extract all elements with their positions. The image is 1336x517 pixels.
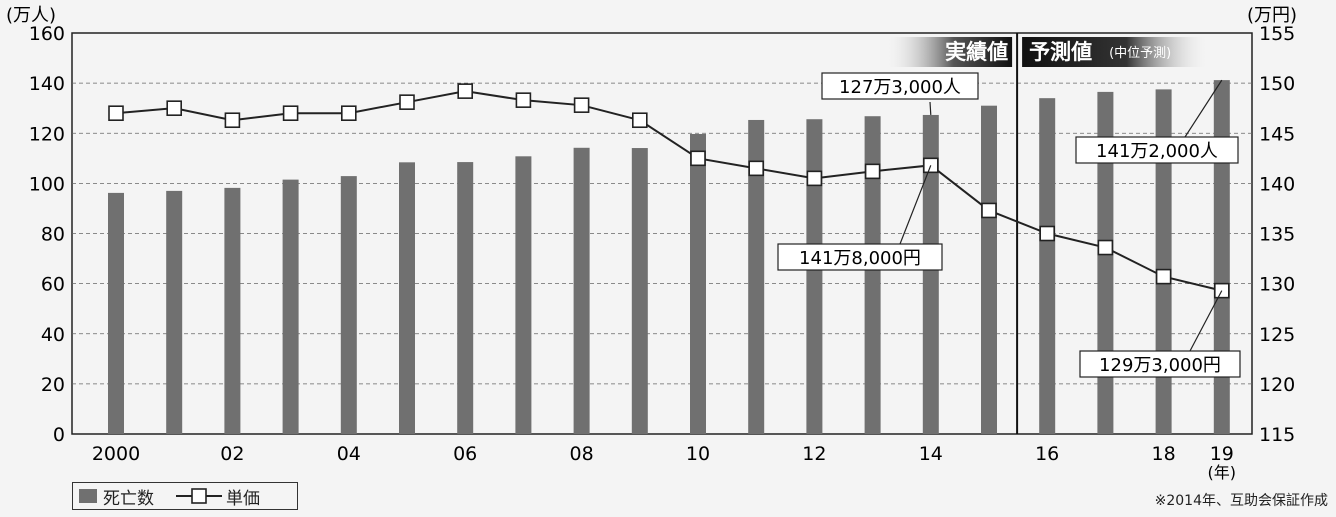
bar bbox=[690, 134, 706, 434]
line-marker bbox=[631, 112, 648, 129]
left-tick-label: 60 bbox=[41, 274, 65, 296]
bar bbox=[108, 192, 124, 434]
x-tick-label: 18 bbox=[1152, 443, 1176, 465]
line-marker bbox=[1039, 225, 1055, 242]
bar bbox=[1097, 91, 1114, 434]
bar bbox=[457, 162, 474, 434]
bar bbox=[282, 179, 299, 434]
legend-line-swatch bbox=[176, 488, 222, 504]
right-tick-label: 125 bbox=[1259, 324, 1295, 346]
callout-label: 127万3,000人 bbox=[839, 77, 961, 98]
line-marker bbox=[864, 163, 881, 180]
callout-box bbox=[1079, 350, 1241, 378]
line-marker bbox=[748, 160, 765, 177]
right-axis-unit: (万円) bbox=[1247, 5, 1297, 26]
right-tick-label: 120 bbox=[1259, 374, 1295, 396]
x-tick-label: 16 bbox=[1035, 443, 1059, 465]
callout-box bbox=[821, 72, 979, 100]
bar bbox=[166, 190, 183, 434]
legend-bar-label: 死亡数 bbox=[103, 488, 154, 509]
line-marker bbox=[108, 105, 124, 121]
x-axis-unit: (年) bbox=[1208, 463, 1237, 482]
bar bbox=[573, 147, 590, 434]
callout-leader bbox=[899, 165, 932, 245]
bar bbox=[1039, 98, 1056, 434]
right-tick-label: 135 bbox=[1259, 224, 1295, 246]
line-marker bbox=[573, 97, 590, 113]
callout-leader bbox=[929, 101, 932, 115]
x-tick-label: 06 bbox=[453, 443, 477, 465]
x-tick-label: 19 bbox=[1210, 443, 1234, 465]
bar bbox=[631, 148, 648, 435]
line-marker bbox=[399, 94, 415, 110]
line-marker bbox=[515, 92, 532, 108]
legend-bar-swatch bbox=[79, 489, 97, 503]
actual-label: 実績値 bbox=[945, 40, 1008, 64]
legend-line-label: 単価 bbox=[226, 488, 260, 509]
right-tick-label: 155 bbox=[1259, 23, 1295, 45]
right-tick-label: 150 bbox=[1259, 73, 1295, 95]
legend-item-bar: 死亡数 bbox=[79, 484, 154, 509]
callout-label: 141万2,000人 bbox=[1096, 141, 1218, 162]
bar bbox=[748, 119, 765, 435]
callout-label: 129万3,000円 bbox=[1099, 355, 1221, 376]
callout-box bbox=[1075, 136, 1239, 164]
forecast-banner bbox=[1022, 37, 1213, 67]
x-tick-label: 10 bbox=[686, 443, 710, 465]
right-tick-label: 145 bbox=[1259, 123, 1295, 145]
left-tick-label: 0 bbox=[53, 424, 65, 446]
callout-label: 141万8,000円 bbox=[799, 248, 921, 269]
left-tick-label: 100 bbox=[29, 173, 65, 195]
right-tick-label: 130 bbox=[1259, 274, 1295, 296]
line-marker bbox=[981, 202, 997, 219]
left-tick-label: 20 bbox=[41, 374, 65, 396]
callout-leader bbox=[1184, 79, 1223, 138]
bar bbox=[515, 156, 532, 434]
right-tick-label: 115 bbox=[1259, 424, 1295, 446]
x-tick-label: 14 bbox=[919, 443, 943, 465]
x-tick-label: 02 bbox=[220, 443, 244, 465]
bar bbox=[399, 162, 415, 434]
line-marker bbox=[1097, 239, 1114, 256]
bar bbox=[981, 105, 997, 435]
left-axis-unit: (万人) bbox=[6, 5, 56, 26]
line-marker bbox=[166, 100, 182, 116]
bar bbox=[806, 119, 823, 434]
bar bbox=[1155, 89, 1172, 434]
forecast-label: 予測値 bbox=[1029, 40, 1092, 64]
left-tick-label: 160 bbox=[29, 23, 65, 45]
left-tick-label: 40 bbox=[41, 324, 65, 346]
line-marker bbox=[224, 112, 241, 129]
right-tick-label: 140 bbox=[1259, 173, 1295, 195]
forecast-note: (中位予測) bbox=[1109, 46, 1171, 61]
left-tick-label: 140 bbox=[29, 73, 65, 95]
left-tick-label: 120 bbox=[29, 123, 65, 145]
x-tick-label: 12 bbox=[802, 443, 826, 465]
bar bbox=[922, 114, 939, 434]
callout-box bbox=[777, 243, 943, 271]
source-footnote: ※2014年、互助会保証作成 bbox=[1154, 493, 1328, 509]
x-tick-label: 08 bbox=[570, 443, 594, 465]
chart-legend: 死亡数 単価 bbox=[72, 482, 298, 510]
line-marker bbox=[690, 150, 706, 167]
line-marker bbox=[806, 170, 823, 187]
callout-leader bbox=[1189, 290, 1223, 352]
line-marker bbox=[457, 83, 474, 99]
bar bbox=[1213, 80, 1230, 435]
line-marker bbox=[282, 105, 299, 121]
actual-banner bbox=[882, 37, 1013, 67]
bar bbox=[340, 176, 357, 434]
bar bbox=[864, 116, 881, 435]
left-tick-label: 80 bbox=[41, 224, 65, 246]
unit-price-line bbox=[115, 90, 1223, 292]
x-tick-label: 04 bbox=[337, 443, 361, 465]
line-marker bbox=[340, 105, 357, 121]
legend-item-line: 単価 bbox=[176, 484, 260, 509]
line-marker bbox=[1155, 268, 1172, 285]
x-tick-label: 2000 bbox=[92, 443, 140, 465]
bar bbox=[224, 187, 241, 434]
